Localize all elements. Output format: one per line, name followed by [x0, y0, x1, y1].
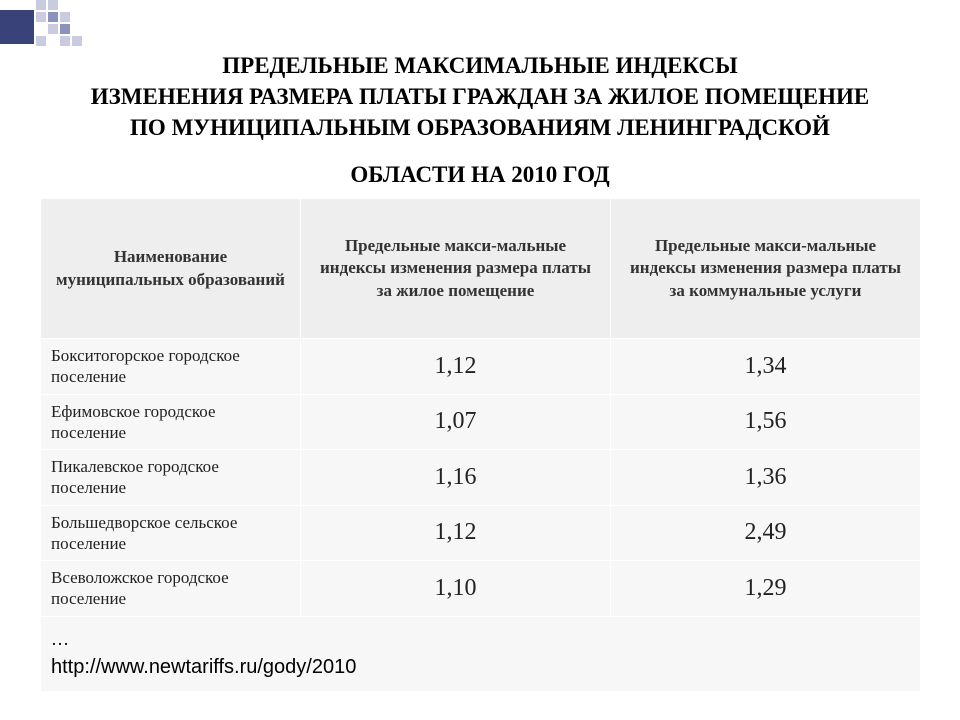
cell-housing: 1,12 [301, 505, 611, 561]
table-source-row: … http://www.newtariffs.ru/gody/2010 [41, 616, 921, 691]
indices-table: Наименование муниципальных образований П… [40, 198, 921, 692]
title-line-1: ПРЕДЕЛЬНЫЕ МАКСИМАЛЬНЫЕ ИНДЕКСЫ [40, 50, 920, 81]
cell-housing: 1,07 [301, 394, 611, 450]
cell-utilities: 2,49 [611, 505, 921, 561]
page-title: ПРЕДЕЛЬНЫЕ МАКСИМАЛЬНЫЕ ИНДЕКСЫ ИЗМЕНЕНИ… [40, 50, 920, 143]
title-line-2: ИЗМЕНЕНИЯ РАЗМЕРА ПЛАТЫ ГРАЖДАН ЗА ЖИЛОЕ… [40, 81, 920, 112]
col-header-name: Наименование муниципальных образований [41, 199, 301, 339]
cell-name: Ефимовское городское поселение [41, 394, 301, 450]
cell-name: Большедворское сельское поселение [41, 505, 301, 561]
cell-name: Пикалевское городское поселение [41, 450, 301, 506]
cell-housing: 1,10 [301, 561, 611, 617]
slide-decoration [0, 0, 120, 55]
page-subtitle: ОБЛАСТИ НА 2010 ГОД [40, 162, 920, 188]
cell-housing: 1,16 [301, 450, 611, 506]
cell-utilities: 1,34 [611, 339, 921, 395]
cell-housing: 1,12 [301, 339, 611, 395]
table-row: Всеволожское городское поселение 1,10 1,… [41, 561, 921, 617]
ellipsis: … [51, 629, 69, 649]
col-header-utilities-index: Предельные макси-мальные индексы изменен… [611, 199, 921, 339]
table-row: Большедворское сельское поселение 1,12 2… [41, 505, 921, 561]
cell-utilities: 1,36 [611, 450, 921, 506]
cell-name: Бокситогорское городское поселение [41, 339, 301, 395]
table-row: Бокситогорское городское поселение 1,12 … [41, 339, 921, 395]
col-header-housing-index: Предельные макси-мальные индексы изменен… [301, 199, 611, 339]
cell-utilities: 1,56 [611, 394, 921, 450]
table-row: Ефимовское городское поселение 1,07 1,56 [41, 394, 921, 450]
title-line-3: ПО МУНИЦИПАЛЬНЫМ ОБРАЗОВАНИЯМ ЛЕНИНГРАДС… [40, 112, 920, 143]
table-header-row: Наименование муниципальных образований П… [41, 199, 921, 339]
source-cell: … http://www.newtariffs.ru/gody/2010 [41, 616, 921, 691]
cell-utilities: 1,29 [611, 561, 921, 617]
source-url: http://www.newtariffs.ru/gody/2010 [51, 656, 356, 678]
cell-name: Всеволожское городское поселение [41, 561, 301, 617]
table-row: Пикалевское городское поселение 1,16 1,3… [41, 450, 921, 506]
